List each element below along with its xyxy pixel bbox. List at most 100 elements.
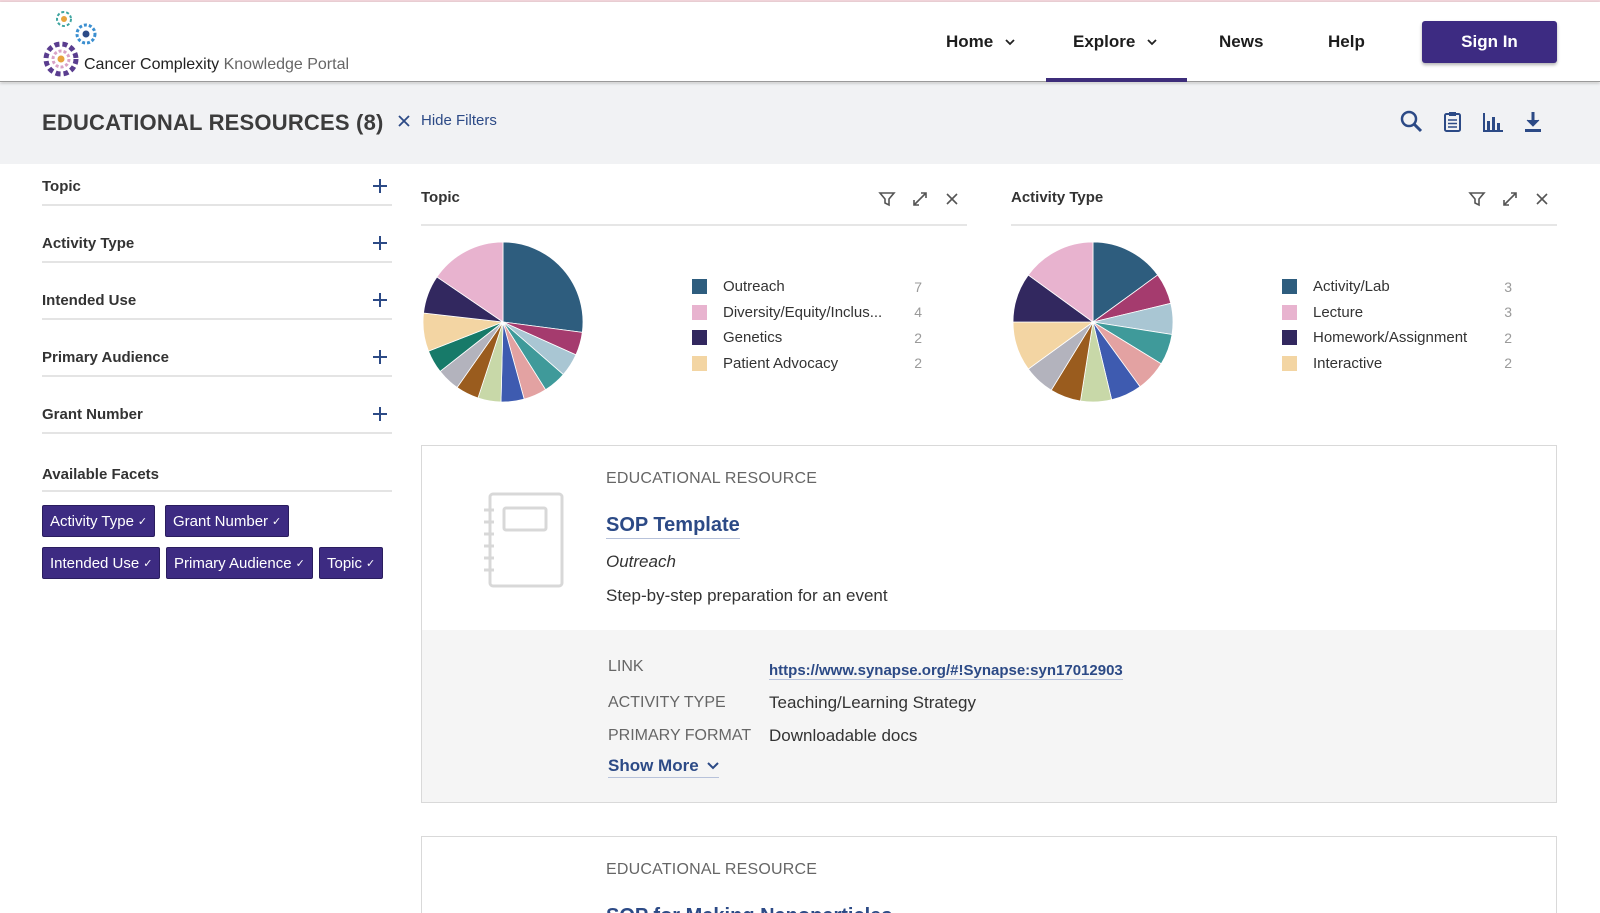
facet-label: Primary Audience	[42, 349, 169, 366]
legend-item[interactable]: Lecture 3	[1282, 300, 1512, 326]
legend-count: 7	[914, 278, 922, 295]
legend-swatch	[1282, 355, 1297, 371]
check-icon: ✓	[137, 515, 148, 528]
portal-logo[interactable]: Cancer Complexity Knowledge Portal	[42, 8, 372, 78]
legend-swatch	[1282, 279, 1297, 295]
sign-in-button[interactable]: Sign In	[1422, 21, 1557, 63]
hide-filters-label: Hide Filters	[421, 112, 497, 129]
legend-name: Patient Advocacy	[723, 354, 839, 372]
legend-swatch	[1282, 304, 1297, 320]
nav-help[interactable]: Help	[1328, 2, 1365, 82]
chart-title: Topic	[421, 189, 460, 206]
download-icon[interactable]	[1520, 109, 1546, 135]
show-more-button[interactable]: Show More	[608, 756, 719, 778]
legend-item[interactable]: Diversity/Equity/Inclus... 4	[692, 300, 922, 326]
nav-explore-label: Explore	[1073, 32, 1136, 51]
legend-item[interactable]: Outreach 7	[692, 274, 922, 300]
legend-count: 3	[1504, 304, 1512, 321]
pie-slice[interactable]	[502, 241, 584, 333]
pie-slice[interactable]	[436, 241, 504, 323]
legend-item[interactable]: Genetics 2	[692, 325, 922, 351]
topic-pie-chart[interactable]	[421, 240, 585, 404]
plus-icon[interactable]	[372, 235, 388, 251]
plus-icon[interactable]	[372, 178, 388, 194]
meta-value-primary-format: Downloadable docs	[769, 726, 918, 745]
meta-key-primary-format: PRIMARY FORMAT	[608, 727, 752, 744]
meta-key-link: LINK	[608, 658, 644, 675]
nav-news-label: News	[1219, 32, 1264, 51]
clipboard-icon[interactable]	[1440, 109, 1466, 135]
activity-pie-chart[interactable]	[1011, 240, 1175, 404]
legend-item[interactable]: Interactive 2	[1282, 351, 1512, 377]
facet-label: Intended Use	[42, 292, 137, 309]
resource-metadata: LINK https://www.synapse.org/#!Synapse:s…	[422, 630, 1556, 802]
chip-label: Grant Number	[173, 512, 269, 530]
facet-chip-grant-number[interactable]: Grant Number ✓	[165, 505, 290, 537]
chip-label: Primary Audience	[174, 554, 292, 572]
check-icon: ✓	[143, 557, 153, 570]
nav-explore[interactable]: Explore	[1073, 2, 1157, 82]
legend-item[interactable]: Homework/Assignment 2	[1282, 325, 1512, 351]
plus-icon[interactable]	[372, 292, 388, 308]
legend-name: Interactive	[1313, 354, 1383, 372]
resource-title-link[interactable]: SOP Template	[606, 514, 740, 539]
facet-chip-activity-type[interactable]: Activity Type ✓	[42, 505, 156, 537]
facet-chip-topic[interactable]: Topic ✓	[319, 547, 384, 579]
nav-help-label: Help	[1328, 32, 1365, 51]
logo-text-secondary: Knowledge Portal	[223, 56, 350, 73]
close-icon[interactable]	[943, 190, 961, 208]
filter-icon[interactable]	[1468, 190, 1486, 208]
plus-icon[interactable]	[372, 349, 388, 365]
close-icon[interactable]	[1533, 190, 1551, 208]
legend-name: Activity/Lab	[1313, 278, 1390, 296]
facet-chip-intended-use[interactable]: Intended Use ✓	[42, 547, 161, 579]
legend-item[interactable]: Patient Advocacy 2	[692, 351, 922, 377]
legend-count: 2	[1504, 355, 1512, 372]
pie-slice[interactable]	[1027, 241, 1094, 323]
meta-key-activity-type: ACTIVITY TYPE	[608, 694, 726, 711]
legend-name: Genetics	[723, 329, 783, 347]
nav-news[interactable]: News	[1219, 2, 1263, 82]
legend-swatch	[692, 304, 707, 320]
site-header: Cancer Complexity Knowledge Portal Home …	[0, 2, 1600, 82]
facet-topic[interactable]: Topic	[42, 168, 392, 206]
facet-intended-use[interactable]: Intended Use	[42, 282, 392, 320]
meta-value-activity-type: Teaching/Learning Strategy	[769, 693, 976, 712]
chevron-down-icon	[1147, 39, 1157, 46]
pie-slice[interactable]	[1092, 241, 1159, 323]
available-facets: Available Facets	[42, 456, 392, 492]
legend-count: 2	[1504, 329, 1512, 346]
plus-icon[interactable]	[372, 406, 388, 422]
result-card: EDUCATIONAL RESOURCE SOP Template Outrea…	[421, 445, 1557, 803]
legend-item[interactable]: Activity/Lab 3	[1282, 274, 1512, 300]
page-title: EDUCATIONAL RESOURCES (8)	[42, 110, 384, 135]
synapse-link[interactable]: https://www.synapse.org/#!Synapse:syn170…	[769, 662, 1123, 680]
topic-legend: Outreach 7 Diversity/Equity/Inclus... 4 …	[692, 274, 922, 376]
hide-filters-button[interactable]: Hide Filters	[397, 112, 497, 129]
facet-chip-primary-audience[interactable]: Primary Audience ✓	[166, 547, 313, 579]
logo-text: Cancer Complexity Knowledge Portal	[84, 56, 349, 74]
facet-primary-audience[interactable]: Primary Audience	[42, 339, 392, 377]
chip-label: Intended Use	[50, 554, 140, 572]
meta-value-link: https://www.synapse.org/#!Synapse:syn170…	[769, 660, 1123, 680]
resource-title-link[interactable]: SOP for Making Nanoparticles	[606, 905, 892, 913]
legend-name: Outreach	[723, 278, 785, 296]
expand-icon[interactable]	[911, 190, 929, 208]
search-icon[interactable]	[1399, 109, 1425, 135]
resource-subtitle: Outreach	[606, 552, 676, 571]
legend-swatch	[1282, 330, 1297, 346]
check-icon: ✓	[295, 557, 305, 570]
top-accent-line	[0, 0, 1600, 2]
expand-icon[interactable]	[1501, 190, 1519, 208]
facet-activity-type[interactable]: Activity Type	[42, 225, 392, 263]
nav-home[interactable]: Home	[946, 2, 1015, 82]
facet-grant-number[interactable]: Grant Number	[42, 396, 392, 434]
facet-label: Topic	[42, 178, 81, 195]
chevron-down-icon	[1005, 39, 1015, 46]
chart-activity-type: Activity Type Activity/Lab 3 Lecture 3 H…	[1011, 178, 1557, 410]
activity-legend: Activity/Lab 3 Lecture 3 Homework/Assign…	[1282, 274, 1512, 376]
nav-home-label: Home	[946, 32, 994, 51]
filter-icon[interactable]	[878, 190, 896, 208]
legend-swatch	[692, 355, 707, 371]
bar-chart-icon[interactable]	[1480, 109, 1506, 135]
